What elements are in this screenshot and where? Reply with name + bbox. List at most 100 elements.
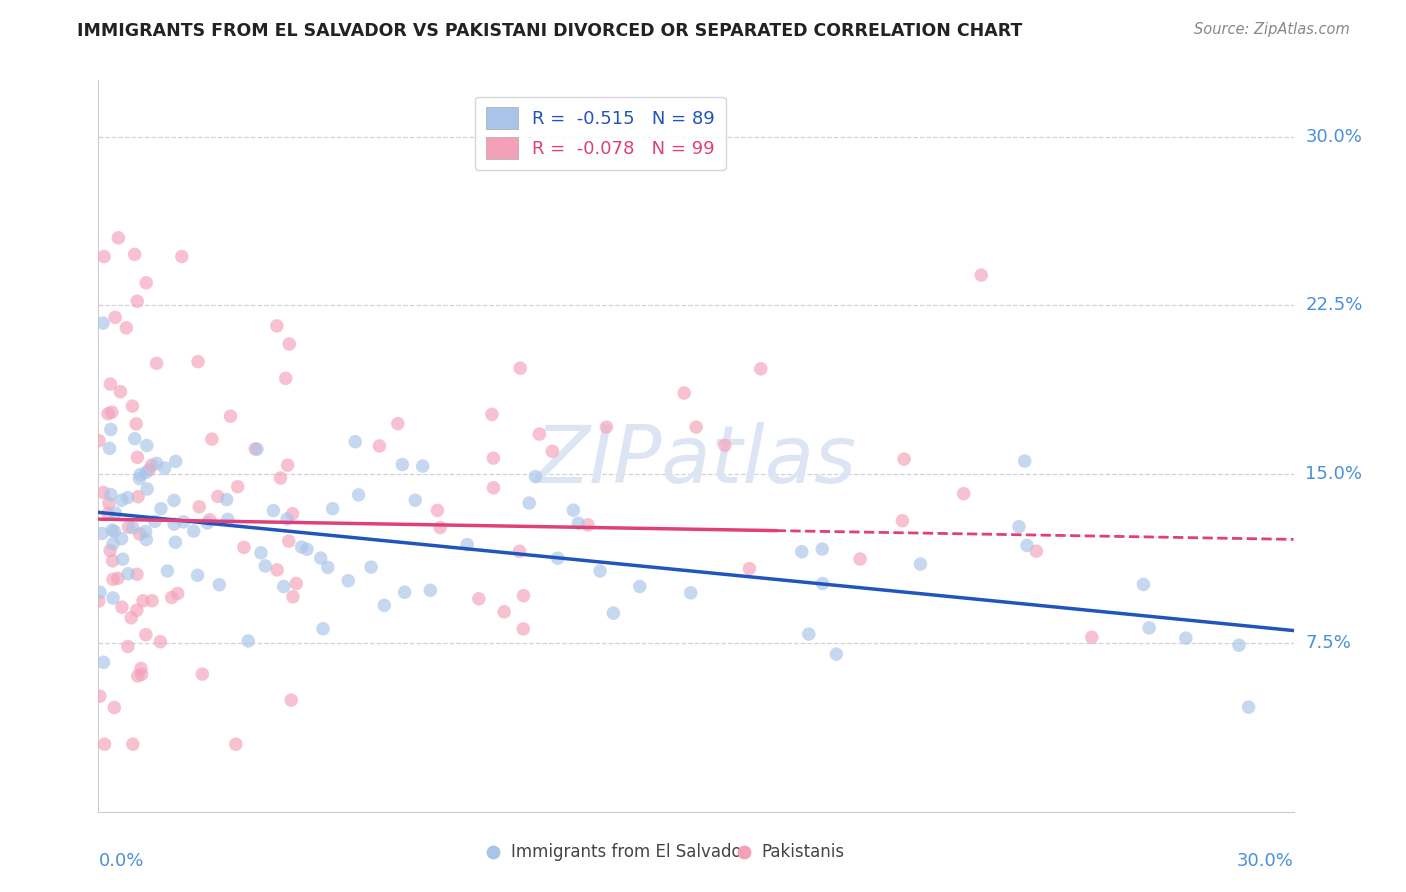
Point [135, 524, 157, 539]
Point [276, 512, 298, 526]
Point [322, 501, 344, 516]
Point [245, 442, 267, 456]
Point [129, 661, 152, 675]
Point [373, 599, 395, 613]
Point [274, 371, 297, 385]
Text: 30.0%: 30.0% [1237, 852, 1294, 871]
Point [135, 628, 157, 642]
Point [277, 458, 299, 472]
Point [103, 700, 125, 714]
Point [524, 469, 547, 483]
Point [91, 526, 114, 541]
Point [482, 481, 505, 495]
Point [117, 566, 139, 581]
Point [254, 558, 277, 573]
Point [115, 321, 138, 335]
Point [149, 501, 172, 516]
Point [89, 585, 111, 599]
Point [215, 492, 238, 507]
Point [738, 561, 761, 575]
Point [183, 524, 205, 538]
Point [517, 496, 540, 510]
Point [153, 461, 176, 475]
Point [360, 560, 382, 574]
Point [262, 503, 284, 517]
Point [419, 583, 441, 598]
Point [226, 480, 249, 494]
Point [165, 535, 187, 549]
Point [344, 434, 367, 449]
Point [111, 493, 134, 508]
Point [107, 571, 129, 585]
Point [111, 600, 134, 615]
Point [291, 540, 314, 554]
Point [132, 594, 155, 608]
Point [156, 564, 179, 578]
Point [98, 377, 122, 392]
Point [198, 513, 221, 527]
Point [1015, 539, 1038, 553]
Point [136, 482, 159, 496]
Point [238, 634, 260, 648]
Point [98, 543, 121, 558]
Point [125, 417, 148, 431]
Point [207, 490, 229, 504]
Point [170, 250, 193, 264]
Point [1174, 631, 1197, 645]
Point [266, 318, 288, 333]
Point [970, 268, 993, 282]
Point [797, 627, 820, 641]
Point [98, 442, 121, 456]
Point [128, 472, 150, 486]
Point [163, 493, 186, 508]
Point [1137, 621, 1160, 635]
Point [117, 640, 139, 654]
Point [1014, 454, 1036, 468]
Point [104, 310, 127, 325]
Point [628, 579, 651, 593]
Point [104, 506, 127, 520]
Point [127, 669, 149, 683]
Point [89, 689, 111, 703]
Point [125, 567, 148, 582]
Point [120, 611, 142, 625]
Point [101, 405, 124, 419]
Point [468, 591, 491, 606]
Point [91, 316, 114, 330]
Point [225, 737, 247, 751]
Point [412, 459, 434, 474]
Point [1227, 638, 1250, 652]
Point [149, 634, 172, 648]
Point [101, 523, 124, 537]
Point [404, 493, 426, 508]
Point [187, 354, 209, 368]
Point [125, 603, 148, 617]
Point [160, 591, 183, 605]
Point [567, 516, 589, 531]
Text: Pakistanis: Pakistanis [762, 843, 845, 861]
Point [481, 408, 503, 422]
Point [101, 591, 124, 605]
Point [97, 507, 120, 521]
Point [186, 568, 208, 582]
Point [135, 466, 157, 480]
Point [197, 516, 219, 530]
Point [337, 574, 360, 588]
Text: 22.5%: 22.5% [1306, 296, 1362, 314]
Text: 30.0%: 30.0% [1306, 128, 1362, 145]
Point [790, 545, 813, 559]
Point [93, 250, 115, 264]
Point [201, 432, 224, 446]
Point [141, 458, 163, 472]
Point [93, 655, 115, 669]
Point [138, 463, 160, 477]
Point [602, 606, 624, 620]
Text: 7.5%: 7.5% [1306, 634, 1351, 652]
Point [1008, 519, 1031, 533]
Point [426, 503, 449, 517]
Point [273, 580, 295, 594]
Text: Source: ZipAtlas.com: Source: ZipAtlas.com [1194, 22, 1350, 37]
Point [208, 577, 231, 591]
Point [100, 487, 122, 501]
Point [541, 444, 564, 458]
